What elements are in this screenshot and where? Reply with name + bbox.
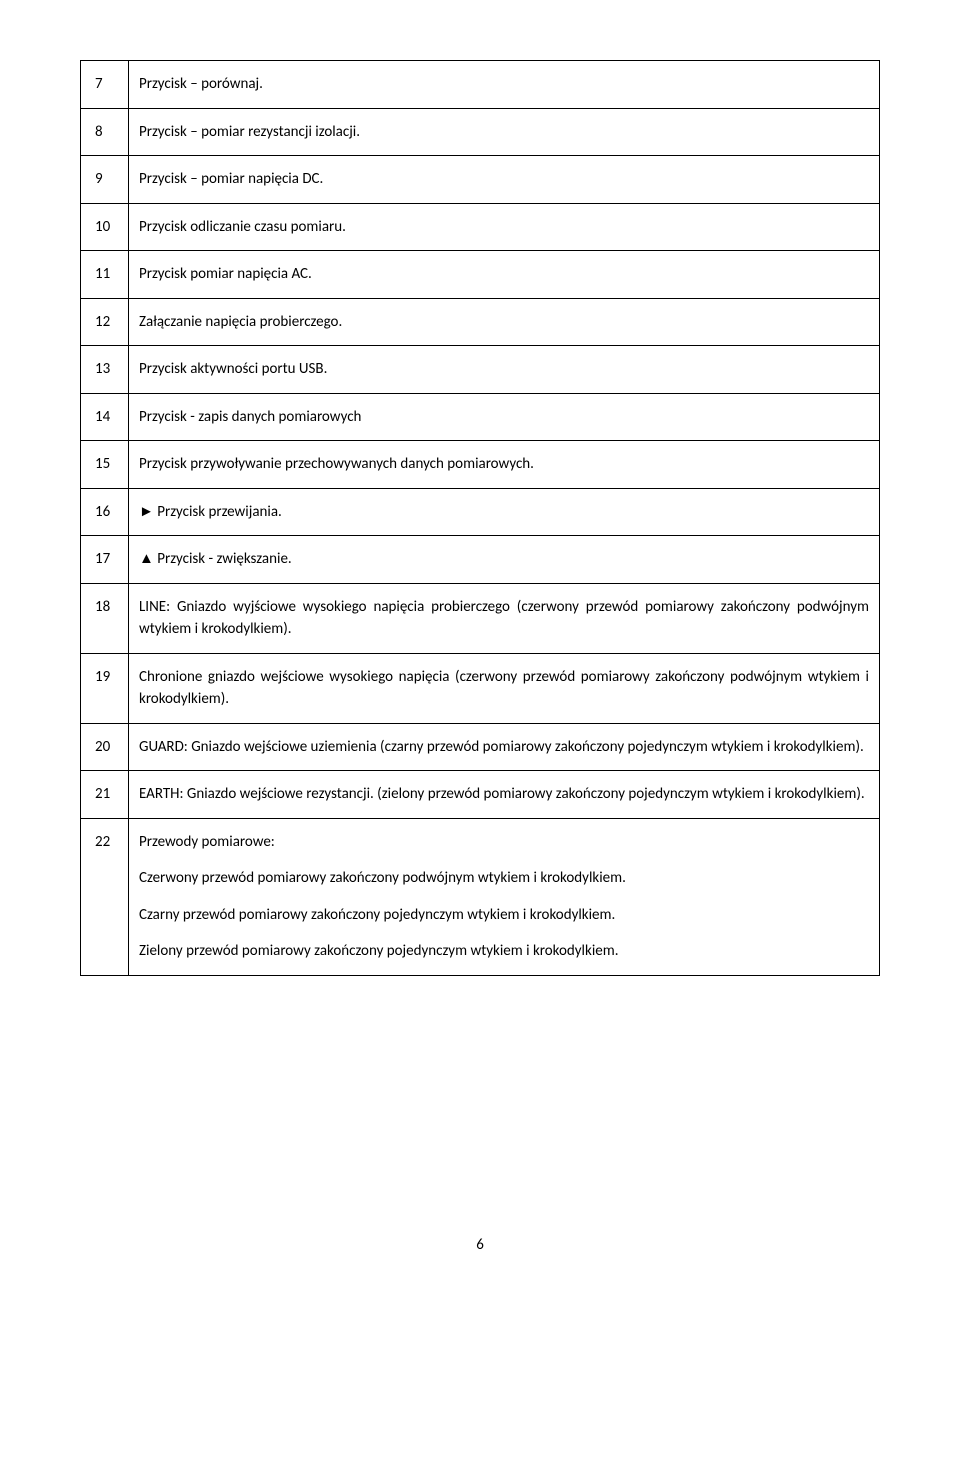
row-description: LINE: Gniazdo wyjściowe wysokiego napięc… bbox=[129, 583, 880, 653]
table-row: 9Przycisk – pomiar napięcia DC. bbox=[81, 156, 880, 204]
row-description: Przewody pomiarowe: Czerwony przewód pomi… bbox=[129, 818, 880, 975]
row-number: 16 bbox=[81, 488, 129, 536]
row-number: 22 bbox=[81, 818, 129, 975]
reference-table: 7Przycisk – porównaj.8Przycisk – pomiar … bbox=[80, 60, 880, 976]
row-description: ▲ Przycisk - zwiększanie. bbox=[129, 536, 880, 584]
row-number: 14 bbox=[81, 393, 129, 441]
paragraph: Czarny przewód pomiarowy zakończony poje… bbox=[139, 904, 869, 927]
table-row: 14Przycisk - zapis danych pomiarowych bbox=[81, 393, 880, 441]
row-number: 9 bbox=[81, 156, 129, 204]
table-row: 11Przycisk pomiar napięcia AC. bbox=[81, 251, 880, 299]
row-number: 20 bbox=[81, 723, 129, 771]
row-description: Przycisk - zapis danych pomiarowych bbox=[129, 393, 880, 441]
paragraph: Przewody pomiarowe: bbox=[139, 831, 869, 854]
row-number: 19 bbox=[81, 653, 129, 723]
table-row: 15Przycisk przywoływanie przechowywanych… bbox=[81, 441, 880, 489]
table-row: 20GUARD: Gniazdo wejściowe uziemienia (c… bbox=[81, 723, 880, 771]
row-description: Przycisk pomiar napięcia AC. bbox=[129, 251, 880, 299]
row-number: 18 bbox=[81, 583, 129, 653]
paragraph: Zielony przewód pomiarowy zakończony poj… bbox=[139, 940, 869, 963]
table-row: 22 Przewody pomiarowe: Czerwony przewód po… bbox=[81, 818, 880, 975]
table-row: 13Przycisk aktywności portu USB. bbox=[81, 346, 880, 394]
table-row: 7Przycisk – porównaj. bbox=[81, 61, 880, 109]
page-number: 6 bbox=[80, 1236, 880, 1254]
table-row: 17▲ Przycisk - zwiększanie. bbox=[81, 536, 880, 584]
table-row: 18LINE: Gniazdo wyjściowe wysokiego napi… bbox=[81, 583, 880, 653]
table-row: 16► Przycisk przewijania. bbox=[81, 488, 880, 536]
row-number: 12 bbox=[81, 298, 129, 346]
row-description: Chronione gniazdo wejściowe wysokiego na… bbox=[129, 653, 880, 723]
row-number: 8 bbox=[81, 108, 129, 156]
row-number: 7 bbox=[81, 61, 129, 109]
row-description: Przycisk odliczanie czasu pomiaru. bbox=[129, 203, 880, 251]
row-number: 21 bbox=[81, 771, 129, 819]
row-description: Przycisk – porównaj. bbox=[129, 61, 880, 109]
table-row: 10Przycisk odliczanie czasu pomiaru. bbox=[81, 203, 880, 251]
row-description: Przycisk – pomiar napięcia DC. bbox=[129, 156, 880, 204]
row-number: 10 bbox=[81, 203, 129, 251]
row-number: 13 bbox=[81, 346, 129, 394]
row-description: Przycisk – pomiar rezystancji izolacji. bbox=[129, 108, 880, 156]
table-row: 19Chronione gniazdo wejściowe wysokiego … bbox=[81, 653, 880, 723]
row-description: Przycisk przywoływanie przechowywanych d… bbox=[129, 441, 880, 489]
row-description: Przycisk aktywności portu USB. bbox=[129, 346, 880, 394]
table-row: 21EARTH: Gniazdo wejściowe rezystancji. … bbox=[81, 771, 880, 819]
row-number: 17 bbox=[81, 536, 129, 584]
row-description: Załączanie napięcia probierczego. bbox=[129, 298, 880, 346]
paragraph: Czerwony przewód pomiarowy zakończony po… bbox=[139, 867, 869, 890]
row-number: 11 bbox=[81, 251, 129, 299]
row-description: GUARD: Gniazdo wejściowe uziemienia (cza… bbox=[129, 723, 880, 771]
row-number: 15 bbox=[81, 441, 129, 489]
row-description: ► Przycisk przewijania. bbox=[129, 488, 880, 536]
table-row: 8Przycisk – pomiar rezystancji izolacji. bbox=[81, 108, 880, 156]
row-description: EARTH: Gniazdo wejściowe rezystancji. (z… bbox=[129, 771, 880, 819]
table-row: 12Załączanie napięcia probierczego. bbox=[81, 298, 880, 346]
